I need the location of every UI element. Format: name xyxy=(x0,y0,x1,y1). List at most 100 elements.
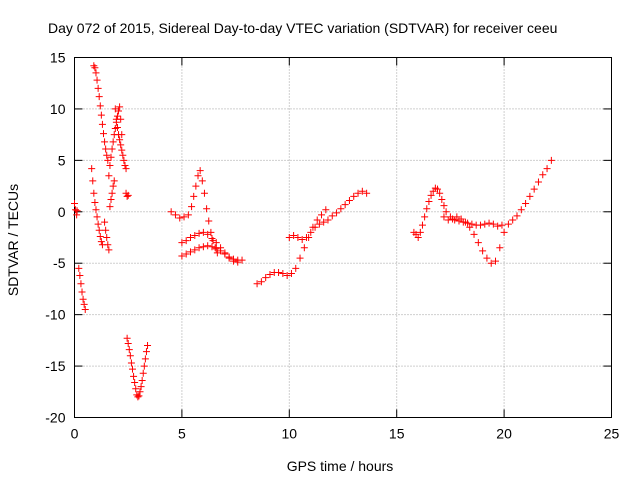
data-point xyxy=(89,177,97,185)
data-point xyxy=(132,385,140,393)
data-point xyxy=(94,84,102,92)
data-point xyxy=(517,206,525,214)
x-tick-labels: 0 5 10 15 20 25 xyxy=(71,426,620,442)
data-point xyxy=(416,228,424,236)
data-point xyxy=(547,156,555,164)
data-point xyxy=(182,237,190,245)
data-point xyxy=(127,359,135,367)
data-point xyxy=(414,234,422,241)
data-point xyxy=(178,252,186,260)
data-points xyxy=(71,62,555,401)
data-point xyxy=(457,215,465,223)
data-point xyxy=(296,254,304,262)
data-point xyxy=(124,191,132,199)
data-point xyxy=(253,280,261,288)
data-point xyxy=(483,254,491,262)
data-point xyxy=(97,238,105,246)
data-point xyxy=(513,212,521,220)
data-point xyxy=(110,177,118,185)
x-tick-label: 15 xyxy=(389,426,405,442)
data-point xyxy=(116,103,124,111)
series-seg-c xyxy=(88,165,106,249)
data-point xyxy=(328,212,336,220)
data-point xyxy=(221,250,229,258)
data-point xyxy=(481,220,489,228)
data-point xyxy=(333,209,341,217)
series-seg-o xyxy=(410,184,506,241)
data-point xyxy=(212,239,220,247)
data-point xyxy=(72,206,80,214)
data-point xyxy=(134,393,142,401)
y-tick-label: -5 xyxy=(53,255,66,271)
data-point xyxy=(487,259,495,267)
data-point xyxy=(307,228,315,236)
data-point xyxy=(136,388,144,396)
data-point xyxy=(302,234,310,241)
data-point xyxy=(109,138,117,146)
series-seg-g xyxy=(111,105,130,173)
data-point xyxy=(461,218,469,226)
x-tick-label: 10 xyxy=(282,426,298,442)
y-tick-labels: -20 -15 -10 -5 0 5 10 15 xyxy=(45,50,65,426)
data-point xyxy=(350,192,358,200)
data-point xyxy=(425,198,433,205)
data-point xyxy=(113,123,121,131)
data-point xyxy=(294,234,302,241)
data-point xyxy=(186,248,194,256)
data-point xyxy=(124,339,132,347)
data-point xyxy=(104,156,112,164)
data-point xyxy=(77,280,85,288)
data-point xyxy=(108,189,116,197)
data-point xyxy=(440,213,448,221)
data-point xyxy=(436,189,444,197)
data-point xyxy=(204,242,212,250)
data-point xyxy=(131,379,139,387)
x-tick-label: 20 xyxy=(496,426,512,442)
data-point xyxy=(91,199,99,207)
data-point xyxy=(208,243,216,251)
data-point xyxy=(283,272,291,280)
data-point xyxy=(186,234,194,241)
y-tick-label: -10 xyxy=(45,307,65,323)
data-point xyxy=(496,244,504,252)
data-point xyxy=(300,244,308,252)
y-tick-label: -15 xyxy=(45,358,65,374)
data-point xyxy=(474,239,482,247)
data-point xyxy=(140,362,148,370)
data-point xyxy=(105,172,113,180)
data-point xyxy=(125,346,133,354)
data-point xyxy=(76,272,84,280)
data-point xyxy=(128,365,136,373)
data-point xyxy=(108,145,116,153)
data-point xyxy=(81,306,89,313)
data-point xyxy=(122,165,130,173)
series-seg-m xyxy=(253,206,330,288)
data-point xyxy=(492,257,500,265)
data-point xyxy=(500,228,508,236)
data-point xyxy=(498,221,506,229)
data-point xyxy=(144,342,152,349)
data-point xyxy=(184,211,192,219)
data-point xyxy=(97,111,105,119)
data-point xyxy=(522,200,530,208)
data-point xyxy=(212,245,220,253)
data-point xyxy=(534,178,542,186)
series-seg-a xyxy=(71,200,81,219)
data-point xyxy=(115,131,123,139)
data-point xyxy=(120,156,128,164)
plot-frame xyxy=(74,57,612,418)
y-tick-label: 15 xyxy=(50,50,66,66)
data-point xyxy=(298,236,306,244)
data-point xyxy=(421,213,429,221)
data-point xyxy=(121,162,129,169)
data-point xyxy=(318,211,326,219)
x-axis-label: GPS time / hours xyxy=(287,458,394,474)
data-point xyxy=(111,105,119,113)
data-point xyxy=(101,138,109,146)
data-point xyxy=(358,187,366,195)
data-point xyxy=(98,120,106,128)
data-point xyxy=(95,93,103,101)
data-point xyxy=(92,69,100,77)
data-point xyxy=(123,192,131,200)
